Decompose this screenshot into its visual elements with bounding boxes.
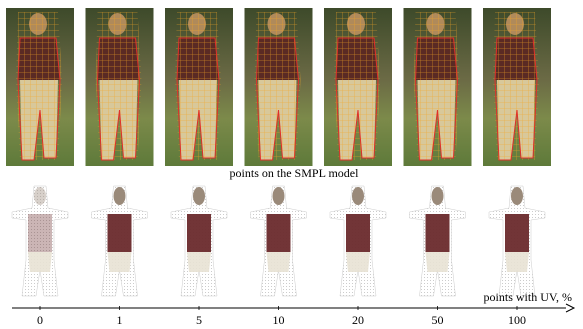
- render-row: [12, 186, 545, 296]
- photo: [86, 8, 154, 166]
- mesh-overlay: [16, 12, 62, 160]
- tick-label: 0: [37, 313, 43, 327]
- tick-label: 5: [196, 313, 202, 327]
- mesh-overlay: [175, 12, 221, 160]
- render-head: [34, 187, 46, 205]
- render: [251, 186, 307, 296]
- photo: [6, 8, 74, 166]
- mesh-overlay: [255, 12, 301, 160]
- axis-label: points with UV, %: [484, 290, 572, 304]
- render-legs: [267, 252, 291, 272]
- render-head: [511, 187, 523, 205]
- render: [92, 186, 148, 296]
- render-head: [352, 187, 364, 205]
- photo-row: [6, 8, 551, 166]
- render-torso: [346, 214, 370, 252]
- render-head: [114, 187, 126, 205]
- render-torso: [108, 214, 132, 252]
- tick-label: 50: [432, 313, 444, 327]
- render-torso: [505, 214, 529, 252]
- render: [410, 186, 466, 296]
- render-legs: [505, 252, 529, 272]
- mesh-overlay: [493, 12, 539, 160]
- render-legs: [108, 252, 132, 272]
- render: [489, 186, 545, 296]
- photo: [165, 8, 233, 166]
- render-legs: [346, 252, 370, 272]
- row-caption: points on the SMPL model: [230, 166, 360, 180]
- render-torso: [187, 214, 211, 252]
- tick-label: 10: [273, 313, 285, 327]
- render-torso: [426, 214, 450, 252]
- render: [12, 186, 68, 296]
- tick-label: 20: [352, 313, 364, 327]
- mesh-overlay: [96, 12, 142, 160]
- render: [330, 186, 386, 296]
- render-torso: [28, 214, 52, 252]
- render: [171, 186, 227, 296]
- photo: [324, 8, 392, 166]
- render-head: [193, 187, 205, 205]
- tick-label: 1: [117, 313, 123, 327]
- figure: points on the SMPL model points with UV,…: [0, 0, 583, 329]
- axis-arrow: [566, 304, 574, 312]
- render-torso: [267, 214, 291, 252]
- render-head: [273, 187, 285, 205]
- photo: [245, 8, 313, 166]
- mesh-overlay: [414, 12, 460, 160]
- render-head: [432, 187, 444, 205]
- photo: [483, 8, 551, 166]
- render-legs: [426, 252, 450, 272]
- render-legs: [28, 252, 52, 272]
- mesh-overlay: [334, 12, 380, 160]
- photo: [404, 8, 472, 166]
- render-legs: [187, 252, 211, 272]
- tick-label: 100: [508, 313, 526, 327]
